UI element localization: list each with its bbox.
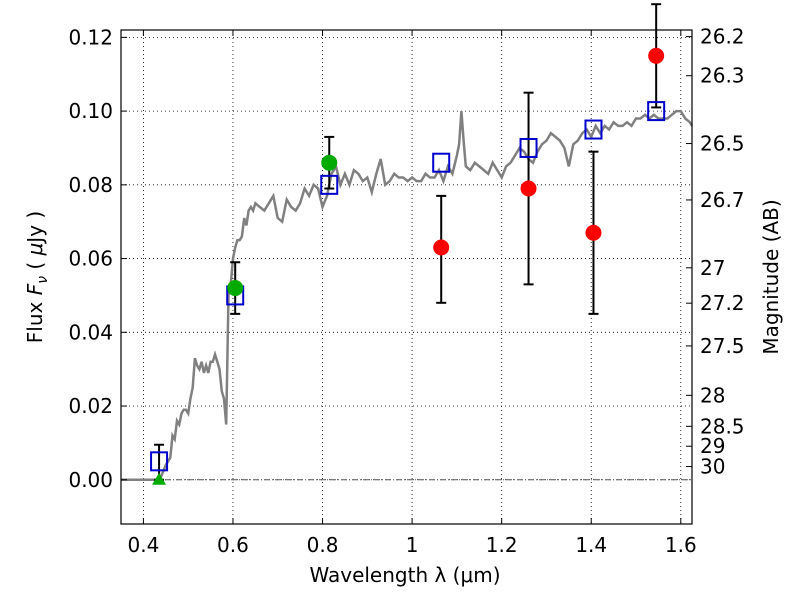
magnitude-tick-label: 27 — [700, 256, 725, 280]
x-axis-label: Wavelength λ (μm) — [309, 563, 500, 587]
x-tick-label: 1.4 — [575, 533, 607, 557]
magnitude-tick-label: 27.2 — [700, 291, 745, 315]
y-tick-label: 0.10 — [68, 99, 113, 123]
x-tick-label: 1.6 — [665, 533, 697, 557]
data-markers — [150, 47, 666, 485]
magnitude-tick-label: 26.5 — [700, 132, 745, 156]
magnitude-tick-label: 26.2 — [700, 25, 745, 49]
model-photometry-square — [432, 152, 451, 173]
model-photometry-square — [320, 174, 339, 195]
x-tick-label: 0.8 — [307, 533, 339, 557]
model-photometry-square — [584, 119, 603, 140]
model-photometry-square — [647, 101, 666, 122]
model-photometry-square — [519, 137, 538, 158]
y-tick-label: 0.06 — [68, 247, 113, 271]
y-tick-label: 0.04 — [68, 320, 113, 344]
x-tick-label: 1.2 — [486, 533, 518, 557]
grid — [121, 30, 692, 524]
observed-point-red — [648, 47, 665, 64]
magnitude-tick-label: 27.5 — [700, 334, 745, 358]
magnitude-tick-label: 26.3 — [700, 64, 745, 88]
y-tick-label: 0.00 — [68, 468, 113, 492]
observed-point-red — [433, 239, 450, 256]
x-tick-label: 0.6 — [217, 533, 249, 557]
magnitude-tick-label: 30 — [700, 454, 725, 478]
ticks: 0.4 0.6 0.8 1 1.2 1.4 1.6 0.00 0.02 0.04 0.06 0.08 0… — [68, 25, 744, 557]
x-tick-label: 1 — [406, 533, 419, 557]
magnitude-axis-label: Magnitude (AB) — [759, 199, 783, 354]
observed-point-red — [585, 224, 602, 241]
x-tick-label: 0.4 — [127, 533, 159, 557]
y-axis-label: Flux Fν ( μJy ) — [23, 211, 51, 343]
observed-point-red — [520, 180, 537, 197]
y-tick-label: 0.08 — [68, 173, 113, 197]
observed-point-green — [321, 154, 338, 171]
y-tick-label: 0.12 — [68, 25, 113, 49]
magnitude-tick-label: 28 — [700, 383, 725, 407]
magnitude-tick-label: 29 — [700, 434, 725, 458]
plot-frame — [120, 29, 693, 525]
upper-limit-triangle — [152, 472, 167, 485]
model-photometry-square — [150, 451, 169, 472]
y-tick-label: 0.02 — [68, 394, 113, 418]
magnitude-tick-label: 28.5 — [700, 414, 745, 438]
observed-point-green — [227, 280, 244, 297]
error-bars — [154, 3, 662, 481]
magnitude-tick-label: 26.7 — [700, 188, 745, 212]
model-spectrum-line — [121, 109, 694, 482]
